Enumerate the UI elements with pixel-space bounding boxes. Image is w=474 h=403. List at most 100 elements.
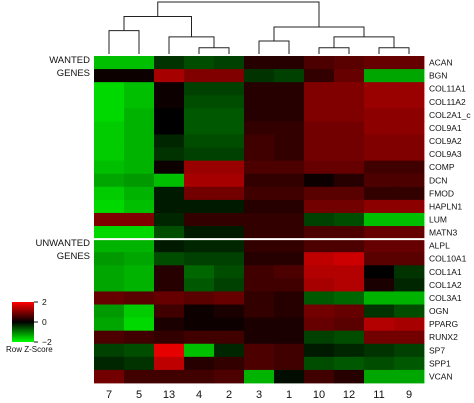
heatmap-cell — [274, 95, 305, 109]
heatmap-cell — [304, 212, 335, 227]
heatmap-cell — [274, 160, 305, 175]
heatmap-cell — [154, 121, 185, 135]
heatmap-cell — [184, 199, 215, 214]
group-label-line: GENES — [57, 68, 90, 79]
heatmap-cell — [214, 160, 245, 175]
sample-label-7: 7 — [106, 389, 112, 401]
heatmap-cell — [94, 239, 125, 253]
heatmap-cell — [94, 265, 125, 279]
heatmap-cell — [364, 252, 395, 266]
heatmap-cell — [184, 278, 215, 292]
heatmap-cell — [94, 134, 125, 148]
heatmap-cell — [124, 343, 155, 358]
heatmap-cell — [334, 108, 365, 122]
heatmap-cell — [364, 239, 395, 253]
heatmap-cell — [364, 369, 395, 384]
heatmap-cell — [364, 160, 395, 175]
heatmap-cell — [244, 160, 275, 175]
heatmap-cell — [334, 160, 365, 175]
heatmap-cell — [154, 252, 185, 266]
heatmap-cell — [364, 226, 395, 240]
heatmap-cell — [274, 186, 305, 201]
heatmap-cell — [94, 121, 125, 135]
heatmap-cell — [94, 147, 125, 162]
heatmap-cell — [124, 265, 155, 279]
heatmap-cell — [154, 212, 185, 227]
sample-label-3: 3 — [256, 389, 262, 401]
heatmap-cell — [154, 82, 185, 96]
heatmap-cell — [394, 147, 425, 162]
heatmap-cell — [394, 278, 425, 292]
heatmap-cell — [214, 108, 245, 122]
heatmap-cell — [124, 108, 155, 122]
heatmap-cell — [364, 304, 395, 318]
dendrogram-branch — [318, 47, 350, 54]
heatmap-cell — [94, 369, 125, 384]
heatmap-cell — [214, 212, 245, 227]
heatmap-cell — [364, 317, 395, 332]
heatmap-cell — [184, 212, 215, 227]
heatmap-cell — [154, 199, 185, 214]
dendrogram-branch — [108, 30, 140, 54]
gene-label-pparg: PPARG — [429, 319, 458, 329]
heatmap-cell — [394, 186, 425, 201]
heatmap-cell — [154, 265, 185, 279]
heatmap-cell — [394, 199, 425, 214]
heatmap-cell — [214, 356, 245, 371]
heatmap-cell — [364, 265, 395, 279]
sample-labels: 7 5 13 4 2 3 1 10 12 11 9 — [106, 389, 412, 401]
legend-color-bar — [12, 302, 34, 342]
heatmap-cell — [394, 343, 425, 358]
gene-label-col2a1-c: COL2A1_c — [429, 110, 471, 120]
heatmap-cell — [304, 369, 335, 384]
heatmap-cell — [184, 186, 215, 201]
heatmap-cell — [364, 56, 395, 70]
heatmap-cell — [244, 252, 275, 266]
heatmap-cell — [304, 304, 335, 318]
legend-tick-label: 2 — [42, 297, 47, 307]
heatmap-cell — [394, 356, 425, 371]
heatmap-cell — [334, 147, 365, 162]
heatmap-cell — [214, 291, 245, 305]
heatmap-cell — [394, 212, 425, 227]
gene-label-runx2: RUNX2 — [429, 332, 458, 342]
sample-label-12: 12 — [343, 389, 355, 401]
heatmap-cell — [274, 343, 305, 358]
heatmap-cell — [304, 343, 335, 358]
heatmap-cell — [214, 199, 245, 214]
heatmap-cell — [124, 186, 155, 201]
heatmap-cell — [124, 239, 155, 253]
gene-label-comp: COMP — [429, 162, 455, 172]
heatmap-cell — [364, 356, 395, 371]
gene-label-dcn: DCN — [429, 175, 447, 185]
heatmap-cell — [184, 160, 215, 175]
heatmap-cell — [94, 212, 125, 227]
heatmap-cell — [244, 265, 275, 279]
heatmap-cell — [334, 291, 365, 305]
heatmap-cell — [94, 199, 125, 214]
heatmap-cell — [154, 369, 185, 384]
heatmap-cell — [214, 278, 245, 292]
heatmap-cell — [364, 147, 395, 162]
heatmap-cell — [94, 317, 125, 332]
heatmap-cell — [94, 108, 125, 122]
heatmap-cell — [364, 343, 395, 358]
heatmap-cell — [394, 95, 425, 109]
heatmap-cell — [184, 317, 215, 332]
sample-label-11: 11 — [373, 389, 384, 401]
heatmap-cell — [304, 56, 335, 70]
heatmap-cell — [124, 69, 155, 83]
heatmap-cell — [304, 252, 335, 266]
heatmap-cell — [244, 186, 275, 201]
heatmap-cell — [124, 278, 155, 292]
heatmap-cell — [94, 160, 125, 175]
heatmap-cell — [124, 121, 155, 135]
heatmap-cell — [214, 369, 245, 384]
heatmap-cell — [94, 343, 125, 358]
heatmap-cell — [214, 82, 245, 96]
heatmap-cell — [274, 199, 305, 214]
color-legend: Row Z-Score 2 0 −2 — [6, 297, 53, 354]
heatmap-cell — [334, 134, 365, 148]
heatmap-cell — [304, 199, 335, 214]
